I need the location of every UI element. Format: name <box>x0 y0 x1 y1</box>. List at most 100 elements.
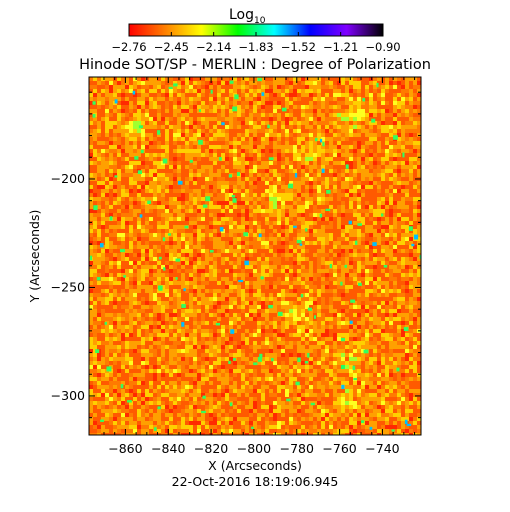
heatmap-speck <box>228 174 232 178</box>
heatmap-speck <box>261 92 265 96</box>
heatmap-speck <box>173 83 178 87</box>
heatmap-speck <box>236 172 240 176</box>
heatmap-speck <box>201 410 206 414</box>
heatmap-speck <box>341 384 345 390</box>
x-tick-label: −820 <box>194 441 228 456</box>
heatmap-speck <box>244 260 249 266</box>
heatmap-speck <box>383 264 388 268</box>
heatmap-speck <box>362 98 366 102</box>
heatmap-speck <box>232 106 238 112</box>
heatmap-speck <box>293 225 297 228</box>
heatmap-speck <box>345 164 349 169</box>
heatmap-speck <box>268 157 274 161</box>
x-tick-label: −800 <box>237 441 271 456</box>
heatmap-speck <box>326 190 331 194</box>
heatmap-speck <box>219 227 224 232</box>
heatmap-speck <box>419 254 421 259</box>
heatmap-speck <box>296 239 302 244</box>
heatmap-speck <box>251 426 254 429</box>
heatmap-speck <box>381 213 384 217</box>
heatmap-speck <box>260 276 264 280</box>
heatmap-speck <box>96 277 101 281</box>
heatmap-speck <box>92 113 96 118</box>
heatmap-speck <box>202 204 208 208</box>
heatmap-speck <box>277 311 283 316</box>
heatmap-speck <box>232 358 236 361</box>
heatmap-speck <box>406 423 412 427</box>
heatmap-speck <box>243 232 249 237</box>
heatmap-speck <box>198 139 203 145</box>
heatmap-speck <box>268 304 273 309</box>
colorbar-tick-label: −2.45 <box>154 40 189 54</box>
heatmap-speck <box>181 322 185 327</box>
x-tick-label: −760 <box>322 441 356 456</box>
heatmap-speck <box>139 214 143 218</box>
heatmap-speck <box>232 198 237 203</box>
heatmap-speck <box>305 228 308 232</box>
heatmap-speck <box>175 277 178 280</box>
colorbar-ticks <box>128 32 384 36</box>
heatmap-speck <box>315 137 318 142</box>
heatmap-speck <box>357 223 362 226</box>
heatmap-speck <box>157 406 161 410</box>
heatmap-speck <box>307 307 313 311</box>
heatmap-speck <box>104 321 107 325</box>
heatmap-speck <box>99 243 104 248</box>
heatmap-speck <box>369 426 373 430</box>
colorbar-tick-labels: −2.76 −2.45 −2.14 −1.83 −1.52 −1.21 −0.90 <box>111 40 400 54</box>
heatmap-speck <box>158 256 162 260</box>
heatmap-speck <box>140 149 144 154</box>
heatmap-speck <box>177 180 183 185</box>
colorbar-tick-label: −1.21 <box>323 40 358 54</box>
x-axis: −860 −840 −820 −800 −780 −760 −740 <box>103 77 416 456</box>
y-axis: −200 −250 −300 <box>51 91 421 419</box>
heatmap-speck <box>138 125 143 129</box>
timestamp: 22-Oct-2016 18:19:06.945 <box>172 474 339 489</box>
colorbar-tick-label: −1.52 <box>281 40 316 54</box>
heatmap-speck <box>259 353 263 359</box>
plot-frame <box>88 76 422 436</box>
heatmap-speck <box>167 233 172 236</box>
heatmap-speck <box>393 135 398 140</box>
heatmap-speck <box>348 220 352 225</box>
heatmap-speck <box>391 429 395 432</box>
heatmap-speck <box>307 352 310 358</box>
heatmap-speck <box>350 299 356 303</box>
heatmap-speck <box>396 367 400 372</box>
heatmap-speck <box>114 99 118 104</box>
heatmap-speck <box>123 275 126 278</box>
heatmap-speck <box>198 109 201 112</box>
heatmap-speck <box>228 360 231 364</box>
heatmap-speck <box>267 124 270 129</box>
heatmap-speck <box>354 240 358 245</box>
heatmap-speck <box>100 419 105 422</box>
heatmap-speck <box>157 285 163 290</box>
heatmap-speck <box>320 138 323 143</box>
heatmap-speck <box>310 402 315 406</box>
heatmap-speck <box>132 90 136 95</box>
colorbar-label: Log10 <box>229 7 266 26</box>
heatmap-speck <box>294 173 298 178</box>
heatmap-speck <box>299 243 303 246</box>
heatmap-speck <box>95 349 100 353</box>
heatmap-speck <box>109 216 113 221</box>
heatmap-speck <box>92 101 96 105</box>
heatmap-speck <box>209 250 214 253</box>
heatmap-speck <box>205 196 211 202</box>
colorbar-tick-label: −0.90 <box>365 40 400 54</box>
heatmap-speck <box>157 130 161 135</box>
heatmap-speck <box>183 288 186 292</box>
heatmap-speck <box>202 395 206 399</box>
heatmap-speck <box>257 356 262 362</box>
heatmap-speck <box>413 234 419 240</box>
x-tick-label: −860 <box>108 441 142 456</box>
heatmap-speck <box>231 195 236 198</box>
heatmap-speck <box>238 279 244 283</box>
heatmap-speck <box>230 329 235 334</box>
heatmap-speck <box>114 175 118 178</box>
heatmap-speck <box>175 258 180 262</box>
heatmap-speck <box>325 208 331 212</box>
heatmap-speck <box>163 267 166 271</box>
heatmap-speck <box>162 158 168 164</box>
heatmap-speck <box>253 362 258 366</box>
